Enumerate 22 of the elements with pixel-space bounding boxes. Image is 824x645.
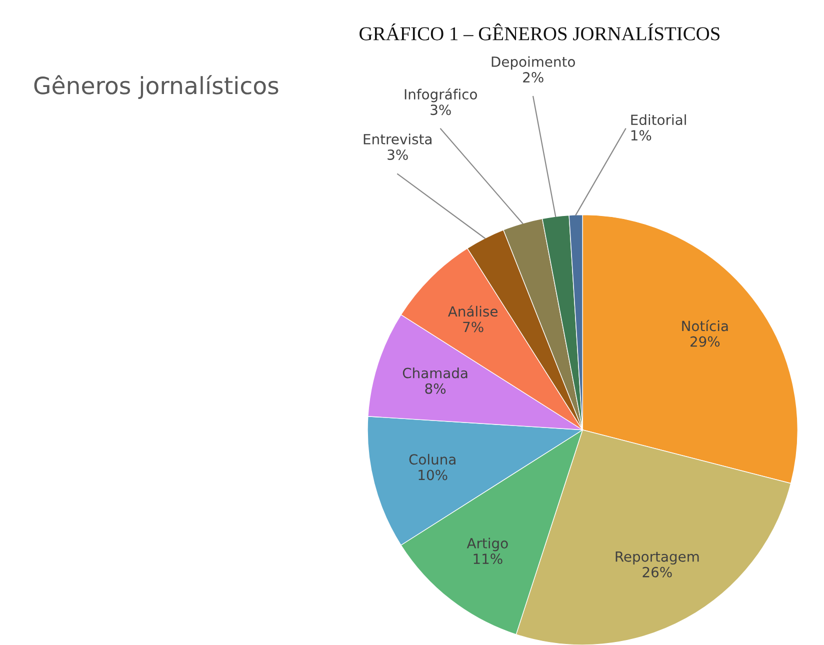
data-label: 26%	[642, 566, 672, 578]
data-label: 8%	[425, 383, 446, 394]
data-label: 10%	[418, 470, 448, 480]
data-label: 29%	[690, 336, 720, 347]
data-label: 3%	[388, 149, 408, 160]
data-label: 11%	[474, 554, 502, 564]
text: Gêneros jornalísticos	[34, 75, 278, 99]
slice-label: Editorial	[631, 114, 686, 126]
slice-label: Reportagem	[616, 552, 699, 565]
slice-label: Entrevista	[364, 134, 432, 144]
slice-label: Notícia	[682, 320, 728, 332]
data-label: 1%	[631, 130, 652, 141]
slice-label: Chamada	[402, 368, 468, 378]
slice-label: Depoimento	[492, 56, 575, 70]
slice-label: Análise	[448, 305, 498, 317]
slice-label: Infográfico	[404, 88, 477, 102]
slice-label: Coluna	[409, 454, 456, 465]
data-label: 2%	[523, 72, 544, 83]
slice-label: Artigo	[466, 538, 508, 552]
data-label: 7%	[463, 322, 484, 332]
data-label: 3%	[430, 104, 451, 116]
chart-title: GRÁFICO 1 – GÊNEROS JORNALÍSTICOS	[360, 24, 720, 40]
